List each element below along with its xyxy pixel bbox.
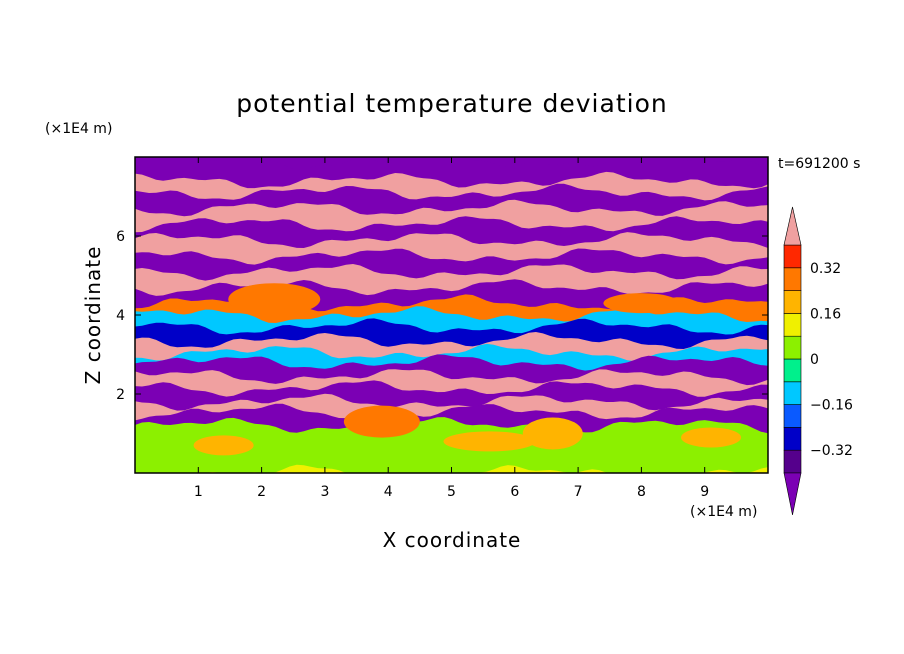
colorbar-label: 0 (810, 352, 819, 368)
y-axis-unit: (×1E4 m) (45, 121, 112, 137)
y-axis: 2 4 6 (116, 229, 768, 403)
x-tick-label: 3 (320, 484, 329, 500)
y-tick-label: 4 (116, 308, 125, 324)
colorbar-max-extend (783, 206, 802, 246)
y-tick-label: 6 (116, 229, 125, 245)
contour-patch (193, 435, 254, 456)
x-tick-label: 7 (574, 484, 583, 500)
colorbar-label: −0.16 (810, 398, 853, 414)
x-tick-label: 1 (194, 484, 203, 500)
x-axis-label: X coordinate (383, 528, 522, 552)
colorbar-swatch (783, 244, 802, 269)
contour-patch (343, 405, 420, 438)
colorbar-label: 0.16 (810, 306, 841, 322)
time-label: t=691200 s (778, 156, 860, 172)
colorbar: 0.32 0.16 0 −0.16 −0.32 (783, 206, 853, 516)
x-tick-label: 4 (384, 484, 393, 500)
colorbar-label: −0.32 (810, 443, 853, 459)
colorbar-swatch (783, 381, 802, 405)
y-tick-label: 2 (116, 387, 125, 403)
x-tick-label: 8 (637, 484, 646, 500)
colorbar-swatch (783, 290, 802, 314)
contour-patch (228, 283, 321, 316)
contour-patch (681, 427, 742, 448)
x-tick-label: 5 (447, 484, 456, 500)
x-axis-unit: (×1E4 m) (690, 504, 757, 520)
x-tick-label: 6 (510, 484, 519, 500)
colorbar-swatch (783, 449, 802, 474)
colorbar-swatch (783, 427, 802, 451)
colorbar-min-extend (783, 472, 802, 516)
colorbar-label: 0.32 (810, 261, 841, 277)
colorbar-swatch (783, 358, 802, 383)
plot-area (135, 157, 768, 473)
contour-band (135, 464, 768, 473)
x-axis: 1 2 3 4 5 6 7 8 9 (194, 157, 709, 500)
y-axis-label: Z coordinate (81, 246, 105, 385)
contour-patch (603, 293, 680, 314)
chart-title: potential temperature deviation (236, 89, 667, 118)
contour-patch (522, 417, 583, 450)
x-tick-label: 9 (700, 484, 709, 500)
colorbar-swatch (783, 404, 802, 428)
colorbar-swatch (783, 335, 802, 360)
colorbar-swatch (783, 267, 802, 291)
x-tick-label: 2 (257, 484, 266, 500)
contour-patch (443, 431, 536, 452)
colorbar-swatch (783, 313, 802, 337)
